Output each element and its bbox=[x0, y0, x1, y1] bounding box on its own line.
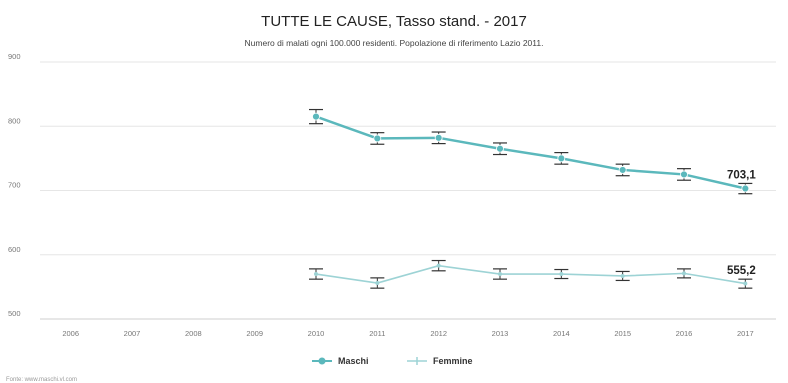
data-point bbox=[741, 184, 750, 193]
chart-title: TUTTE LE CAUSE, Tasso stand. - 2017 bbox=[261, 13, 527, 30]
series-line-maschi bbox=[315, 115, 746, 190]
y-tick-label: 500 bbox=[8, 309, 21, 318]
x-tick-label: 2007 bbox=[124, 329, 141, 338]
x-tick-label: 2014 bbox=[553, 329, 570, 338]
x-tick-label: 2012 bbox=[430, 329, 447, 338]
x-tick-label: 2010 bbox=[308, 329, 325, 338]
x-tick-label: 2009 bbox=[246, 329, 263, 338]
legend-item-femmine[interactable]: Femmine bbox=[407, 356, 473, 366]
data-point bbox=[620, 273, 625, 278]
x-tick-label: 2013 bbox=[492, 329, 509, 338]
source-note: Fonte: www.maschi.vl.com bbox=[6, 377, 77, 383]
data-point bbox=[436, 263, 441, 268]
chart-subtitle: Numero di malati ogni 100.000 residenti.… bbox=[245, 38, 544, 48]
x-tick-label: 2008 bbox=[185, 329, 202, 338]
y-tick-label: 800 bbox=[8, 116, 21, 125]
data-point bbox=[375, 281, 380, 286]
data-point bbox=[314, 272, 318, 277]
data-point bbox=[498, 272, 502, 277]
x-axis: 2006 2007 2008 2009 2010 2011 2012 2013 2014 2015… bbox=[62, 329, 753, 338]
y-tick-label: 900 bbox=[8, 52, 21, 61]
x-tick-label: 2006 bbox=[62, 329, 79, 338]
series-line-femmine bbox=[315, 264, 746, 285]
x-tick-label: 2017 bbox=[737, 329, 754, 338]
data-point bbox=[557, 154, 566, 163]
data-point bbox=[373, 134, 382, 143]
end-label-maschi: 703,1 bbox=[727, 169, 756, 181]
data-point bbox=[312, 112, 320, 121]
legend-label-femmine: Femmine bbox=[433, 356, 473, 366]
data-point bbox=[743, 281, 748, 286]
y-axis: 900 800 700 600 500 bbox=[8, 52, 21, 318]
data-point bbox=[559, 272, 564, 277]
legend: Maschi Femmine bbox=[312, 356, 473, 366]
legend-item-maschi[interactable]: Maschi bbox=[312, 356, 369, 366]
legend-label-maschi: Maschi bbox=[338, 356, 369, 366]
data-point bbox=[682, 271, 686, 276]
x-tick-label: 2015 bbox=[614, 329, 631, 338]
end-label-femmine: 555,2 bbox=[727, 265, 756, 277]
data-point bbox=[618, 166, 627, 174]
data-point bbox=[434, 133, 443, 142]
x-tick-label: 2011 bbox=[369, 329, 385, 338]
legend-marker-maschi bbox=[318, 357, 326, 365]
data-point bbox=[496, 144, 504, 153]
y-tick-label: 600 bbox=[8, 245, 21, 254]
data-point bbox=[680, 170, 688, 179]
y-tick-label: 700 bbox=[8, 181, 21, 190]
plot-area bbox=[309, 108, 753, 289]
grid bbox=[40, 61, 776, 320]
x-tick-label: 2016 bbox=[676, 329, 693, 338]
